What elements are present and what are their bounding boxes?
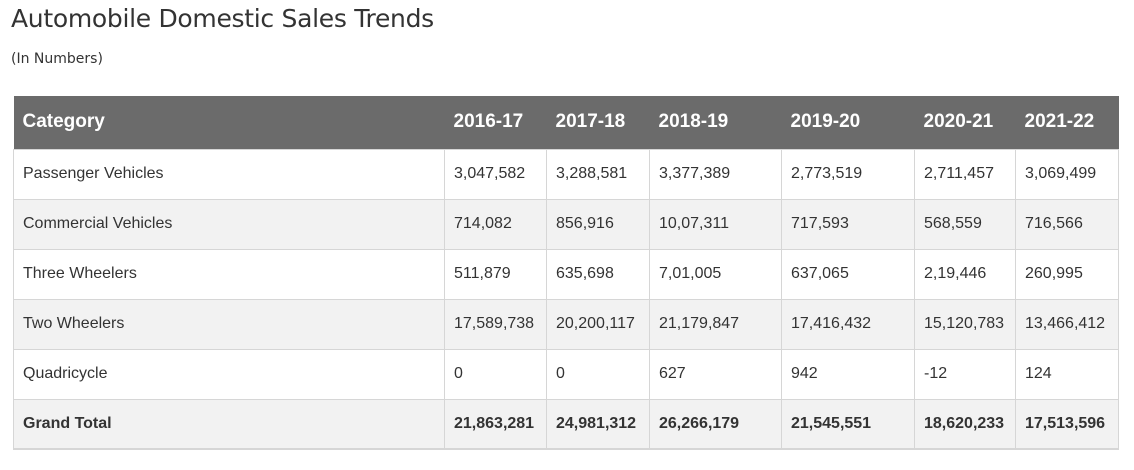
table-cell: 2,711,457: [914, 148, 1016, 200]
column-header-2019-20: 2019-20: [781, 96, 915, 149]
grand-total-row: Grand Total 21,863,281 24,981,312 26,266…: [13, 398, 1119, 450]
table-cell: 2,773,519: [781, 148, 915, 200]
table-row: Three Wheelers 511,879 635,698 7,01,005 …: [13, 248, 1119, 300]
table-cell: 7,01,005: [649, 248, 782, 300]
table-cell: 2,19,446: [914, 248, 1016, 300]
column-header-2020-21: 2020-21: [914, 96, 1016, 149]
page-subtitle: (In Numbers): [11, 51, 103, 67]
table-cell: 10,07,311: [649, 198, 782, 250]
table-cell: 124: [1015, 348, 1119, 400]
total-cell: 17,513,596: [1015, 398, 1119, 450]
table-cell: 3,047,582: [444, 148, 547, 200]
column-header-category: Category: [13, 96, 445, 149]
table-cell: 714,082: [444, 198, 547, 250]
table-cell: 20,200,117: [546, 298, 650, 350]
table-cell: 856,916: [546, 198, 650, 250]
table-cell: 716,566: [1015, 198, 1119, 250]
row-category: Three Wheelers: [13, 248, 445, 300]
table-cell: 942: [781, 348, 915, 400]
sales-table: Category 2016-17 2017-18 2018-19 2019-20…: [13, 96, 1119, 450]
total-cell: 21,545,551: [781, 398, 915, 450]
column-header-2018-19: 2018-19: [649, 96, 782, 149]
table-cell: 0: [546, 348, 650, 400]
total-cell: 24,981,312: [546, 398, 650, 450]
table-cell: 568,559: [914, 198, 1016, 250]
table-cell: 0: [444, 348, 547, 400]
table-cell: 21,179,847: [649, 298, 782, 350]
table-cell: -12: [914, 348, 1016, 400]
column-header-2021-22: 2021-22: [1015, 96, 1119, 149]
table-cell: 13,466,412: [1015, 298, 1119, 350]
page-title: Automobile Domestic Sales Trends: [11, 4, 434, 33]
table-cell: 260,995: [1015, 248, 1119, 300]
table-cell: 17,589,738: [444, 298, 547, 350]
table-cell: 3,377,389: [649, 148, 782, 200]
table-row: Passenger Vehicles 3,047,582 3,288,581 3…: [13, 148, 1119, 200]
table-row: Quadricycle 0 0 627 942 -12 124: [13, 348, 1119, 400]
table-cell: 3,288,581: [546, 148, 650, 200]
table-cell: 15,120,783: [914, 298, 1016, 350]
row-category: Commercial Vehicles: [13, 198, 445, 250]
total-cell: 26,266,179: [649, 398, 782, 450]
table-row: Two Wheelers 17,589,738 20,200,117 21,17…: [13, 298, 1119, 350]
row-category: Two Wheelers: [13, 298, 445, 350]
table-cell: 511,879: [444, 248, 547, 300]
row-category: Quadricycle: [13, 348, 445, 400]
total-cell: 18,620,233: [914, 398, 1016, 450]
row-category: Passenger Vehicles: [13, 148, 445, 200]
table-cell: 17,416,432: [781, 298, 915, 350]
row-category: Grand Total: [13, 398, 445, 450]
table-cell: 637,065: [781, 248, 915, 300]
column-header-2017-18: 2017-18: [546, 96, 650, 149]
table-header-row: Category 2016-17 2017-18 2018-19 2019-20…: [13, 96, 1119, 149]
table-cell: 635,698: [546, 248, 650, 300]
column-header-2016-17: 2016-17: [444, 96, 547, 149]
table-cell: 627: [649, 348, 782, 400]
total-cell: 21,863,281: [444, 398, 547, 450]
table-cell: 717,593: [781, 198, 915, 250]
table-cell: 3,069,499: [1015, 148, 1119, 200]
table-row: Commercial Vehicles 714,082 856,916 10,0…: [13, 198, 1119, 250]
